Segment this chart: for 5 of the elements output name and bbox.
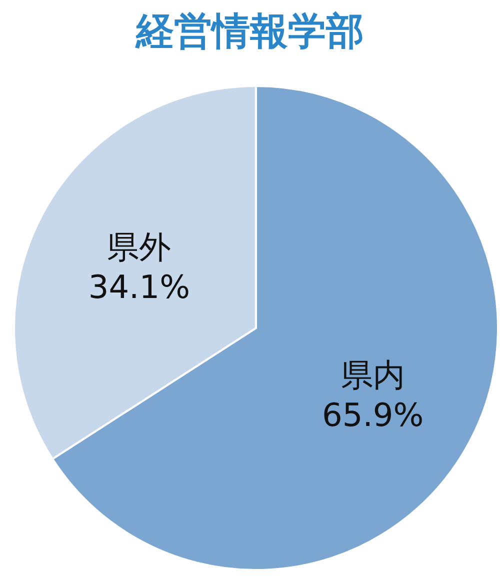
chart-title: 経営情報学部 [134,8,365,55]
slice-label: 県内 [340,356,405,394]
slice-label: 県外 [107,228,172,266]
data-label: 65.9% [322,396,424,434]
data-label: 34.1% [88,268,190,306]
